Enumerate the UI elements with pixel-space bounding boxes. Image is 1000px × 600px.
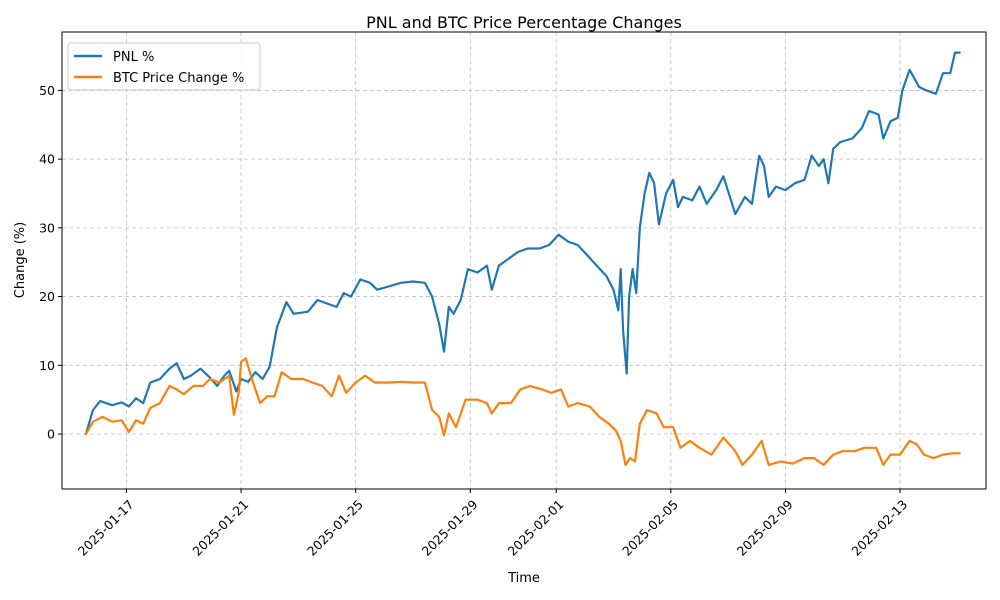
chart-title: PNL and BTC Price Percentage Changes <box>366 13 682 32</box>
y-tick-label: 30 <box>39 220 55 235</box>
series-layer <box>84 51 961 466</box>
y-tick-label: 40 <box>39 152 55 167</box>
legend: PNL % BTC Price Change % <box>67 42 261 91</box>
btc-price-line <box>84 357 961 466</box>
x-axis-label: Time <box>507 571 540 586</box>
y-tick-label: 10 <box>39 358 55 373</box>
y-tick-label: 50 <box>39 83 55 98</box>
grid <box>62 32 986 489</box>
plot-frame <box>61 31 987 490</box>
y-tick-label: 0 <box>47 427 55 442</box>
y-axis: 0 10 20 30 40 50 <box>39 83 62 442</box>
legend-box <box>67 42 261 91</box>
legend-label-btc: BTC Price Change % <box>113 71 244 86</box>
y-axis-label: Change (%) <box>13 222 28 298</box>
legend-label-pnl: PNL % <box>113 50 154 65</box>
y-tick-label: 20 <box>39 289 55 304</box>
pnl-line <box>84 51 961 436</box>
